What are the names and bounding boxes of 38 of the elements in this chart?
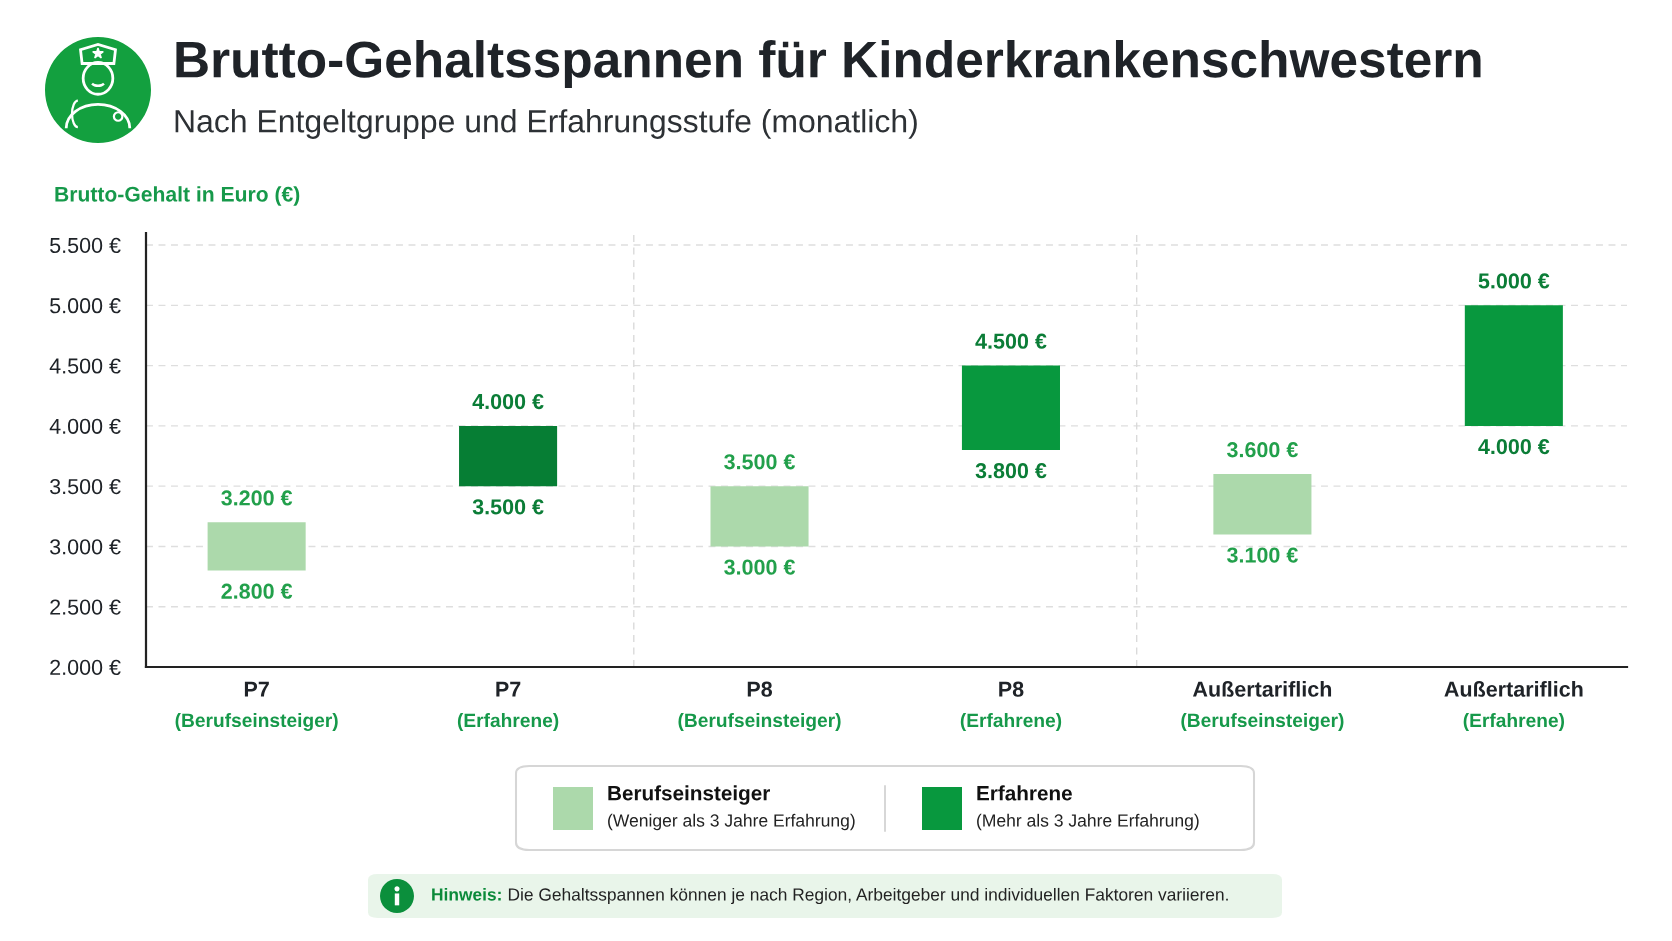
x-tick-label: P7 (Berufseinsteiger) bbox=[175, 681, 338, 731]
annotation: 3.500 € bbox=[472, 499, 544, 515]
x-tick-label: P8 (Erfahrene) bbox=[960, 681, 1062, 731]
annotation: 3.600 € bbox=[1226, 442, 1298, 458]
legend-label: Berufseinsteiger (Weniger als 3 Jahre Erfahrung) bbox=[608, 785, 855, 831]
annotation: 3.800 € bbox=[975, 463, 1047, 479]
annotation: 4.000 € bbox=[472, 393, 544, 410]
annotation: 3.500 € bbox=[724, 454, 796, 470]
y-tick-label: 3.500 € bbox=[50, 478, 121, 495]
annotation: 4.000 € bbox=[1478, 438, 1550, 455]
y-tick-label: 2.500 € bbox=[50, 599, 121, 615]
y-tick-label: 5.500 € bbox=[50, 237, 121, 254]
y-tick-label: 3.000 € bbox=[50, 539, 121, 555]
x-tick-label: Außertariflich (Berufseinsteiger) bbox=[1181, 680, 1344, 731]
bar bbox=[710, 486, 809, 547]
y-tick-label: 2.000 € bbox=[50, 659, 121, 676]
y-tick-label: 4.000 € bbox=[49, 418, 121, 434]
y-tick-label: 4.500 € bbox=[49, 358, 121, 374]
chart-subtitle: Nach Entgeltgruppe und Erfahrungsstufe (monatlich) bbox=[175, 109, 917, 139]
y-axis-title: Brutto-Gehalt in Euro (€) bbox=[55, 186, 300, 206]
annotation: 2.800 € bbox=[221, 583, 293, 599]
x-tick-label: P7 (Erfahrene) bbox=[457, 681, 559, 731]
annotation: 4.500 € bbox=[975, 333, 1047, 349]
annotation: 3.100 € bbox=[1226, 547, 1298, 563]
bar bbox=[207, 522, 306, 571]
bar bbox=[459, 425, 558, 487]
annotation: 3.000 € bbox=[724, 559, 796, 575]
legend-label: Erfahrene (Mehr als 3 Jahre Erfahrung) bbox=[977, 785, 1199, 831]
bar bbox=[1213, 474, 1312, 535]
bar bbox=[1464, 305, 1563, 426]
annotation: 3.200 € bbox=[221, 490, 293, 506]
x-tick-label: Außertariflich (Erfahrene) bbox=[1444, 680, 1583, 731]
text: Hinweis: Die Gehaltsspannen können je nach Region, Arbeitgeber und individuellen Faktoren variieren. bbox=[432, 887, 1228, 905]
x-tick-label: P8 (Berufseinsteiger) bbox=[678, 681, 841, 731]
y-tick-label: 5.000 € bbox=[50, 298, 121, 314]
bar bbox=[961, 365, 1060, 450]
annotation: 5.000 € bbox=[1478, 273, 1550, 289]
chart-title: Brutto-Gehaltsspannen für Kinderkrankenschwestern bbox=[176, 40, 1481, 88]
